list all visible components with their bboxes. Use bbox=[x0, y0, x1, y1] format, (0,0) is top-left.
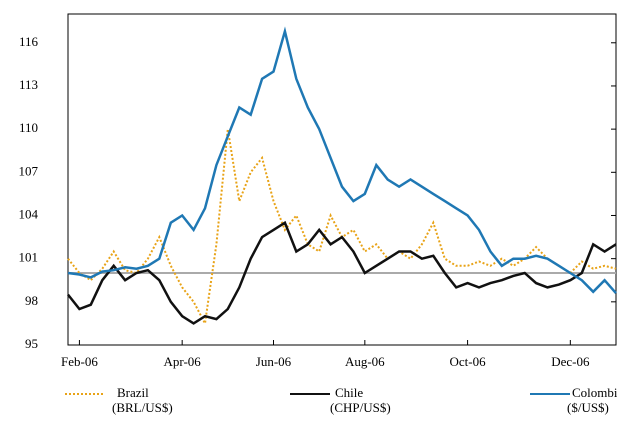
y-tick-label: 101 bbox=[19, 250, 39, 265]
x-tick-label: Jun-06 bbox=[256, 354, 292, 369]
x-tick-label: Dec-06 bbox=[551, 354, 590, 369]
x-tick-label: Apr-06 bbox=[164, 354, 202, 369]
y-tick-label: 95 bbox=[25, 336, 38, 351]
legend-label: Chile bbox=[335, 385, 363, 400]
series-line bbox=[67, 128, 617, 327]
legend-label: Colombia bbox=[572, 385, 617, 400]
y-tick-label: 113 bbox=[19, 77, 38, 92]
y-tick-label: 116 bbox=[19, 34, 39, 49]
legend-label-unit: (BRL/US$) bbox=[112, 400, 173, 415]
x-tick-label: Feb-06 bbox=[61, 354, 98, 369]
y-tick-label: 110 bbox=[19, 120, 38, 135]
x-tick-label: Oct-06 bbox=[450, 354, 487, 369]
series-line bbox=[67, 26, 617, 295]
y-tick-label: 107 bbox=[19, 163, 39, 178]
series-line bbox=[67, 220, 617, 325]
y-tick-label: 104 bbox=[19, 206, 39, 221]
plot-frame bbox=[67, 13, 617, 346]
legend-label-unit: ($/US$) bbox=[567, 400, 609, 415]
x-tick-label: Aug-06 bbox=[345, 354, 385, 369]
legend-label: Brazil bbox=[117, 385, 149, 400]
legend-label-unit: (CHP/US$) bbox=[330, 400, 391, 415]
y-tick-label: 98 bbox=[25, 293, 38, 308]
